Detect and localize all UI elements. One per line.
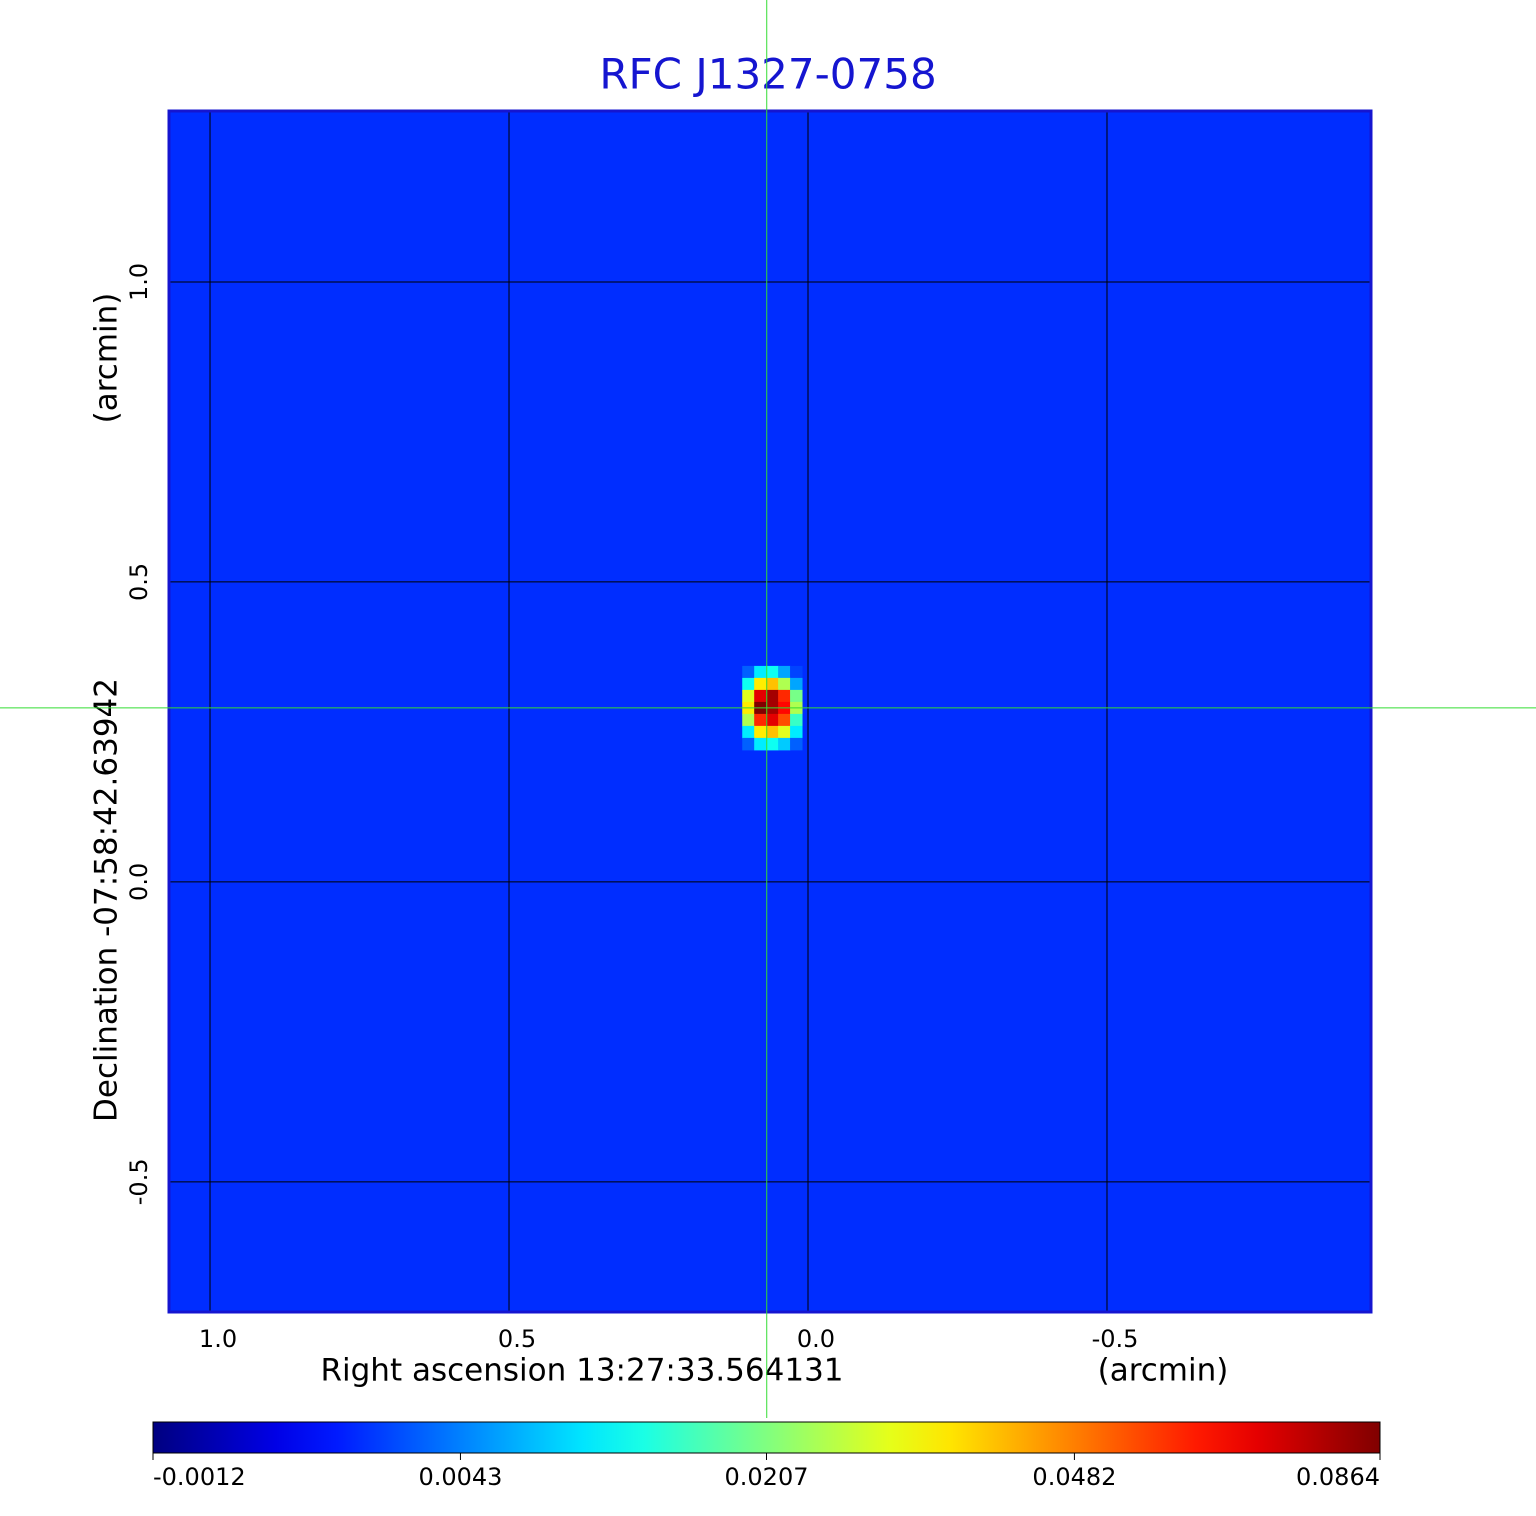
chart-title: RFC J1327-0758 bbox=[599, 50, 936, 99]
colorbar-tick-label: 0.0482 bbox=[1032, 1463, 1116, 1491]
pixel bbox=[766, 665, 779, 679]
pixel bbox=[754, 689, 767, 703]
colorbar-tick-label: -0.0012 bbox=[153, 1463, 246, 1491]
y-tick-label: -0.5 bbox=[125, 1158, 153, 1205]
pixel bbox=[778, 713, 791, 727]
colorbar bbox=[152, 1421, 1381, 1454]
pixel bbox=[790, 665, 803, 679]
x-axis-unit: (arcmin) bbox=[1098, 1353, 1229, 1389]
pixel bbox=[766, 677, 779, 691]
x-tick-label: -0.5 bbox=[1092, 1325, 1139, 1353]
pixel bbox=[790, 713, 803, 727]
pixel bbox=[742, 713, 755, 727]
pixel bbox=[754, 665, 767, 679]
pixel bbox=[790, 689, 803, 703]
pixel bbox=[790, 725, 803, 739]
pixel bbox=[778, 737, 791, 751]
y-axis-label: Declination -07:58:42.63942 bbox=[89, 678, 125, 1122]
pixel bbox=[754, 713, 767, 727]
plot-frame bbox=[167, 109, 1373, 1314]
pixel bbox=[790, 737, 803, 751]
pixel bbox=[742, 677, 755, 691]
pixel bbox=[754, 725, 767, 739]
y-tick-label: 1.0 bbox=[125, 263, 153, 301]
pixel bbox=[766, 713, 779, 727]
colorbar-tick-label: 0.0043 bbox=[418, 1463, 502, 1491]
colorbar-tick-label: 0.0207 bbox=[725, 1463, 809, 1491]
pixel bbox=[754, 677, 767, 691]
pixel bbox=[742, 725, 755, 739]
pixel bbox=[766, 725, 779, 739]
x-tick-label: 0.5 bbox=[498, 1325, 536, 1353]
y-tick-label: 0.5 bbox=[125, 563, 153, 601]
x-tick-label: 1.0 bbox=[199, 1325, 237, 1353]
pixel bbox=[778, 665, 791, 679]
x-tick-label: 0.0 bbox=[797, 1325, 835, 1353]
pixel bbox=[778, 689, 791, 703]
y-tick-label: 0.0 bbox=[125, 863, 153, 901]
pixel bbox=[742, 737, 755, 751]
pixel bbox=[766, 737, 779, 751]
x-axis-label: Right ascension 13:27:33.564131 bbox=[320, 1353, 843, 1389]
colorbar-tick-label: 0.0864 bbox=[1296, 1463, 1380, 1491]
pixel bbox=[766, 689, 779, 703]
y-axis-unit: (arcmin) bbox=[89, 293, 125, 424]
pixel bbox=[742, 689, 755, 703]
pixel bbox=[742, 665, 755, 679]
pixel bbox=[778, 677, 791, 691]
pixel bbox=[790, 677, 803, 691]
pixel bbox=[778, 725, 791, 739]
pixel bbox=[754, 737, 767, 751]
